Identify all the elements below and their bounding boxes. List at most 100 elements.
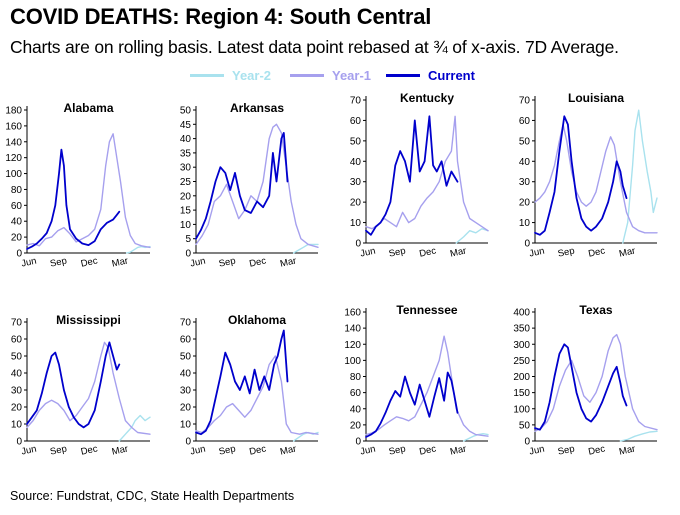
source-note: Source: Fundstrat, CDC, State Health Dep… (10, 489, 295, 503)
y-tick-label: 60 (350, 388, 362, 399)
y-tick-label: 40 (11, 217, 23, 228)
x-tick-label: Jun (359, 246, 376, 260)
y-tick-label: 50 (180, 106, 192, 117)
y-tick-label: 40 (11, 369, 23, 380)
y-tick-label: 10 (11, 420, 23, 431)
y-tick-label: 10 (180, 220, 192, 231)
chart-title: Alabama (63, 101, 113, 115)
y-tick-label: 50 (519, 420, 531, 431)
series-line-current (195, 131, 289, 240)
y-tick-label: 5 (185, 234, 191, 245)
legend-swatch (386, 73, 420, 77)
y-tick-label: 200 (513, 372, 530, 383)
page-title: COVID DEATHS: Region 4: South Central (10, 4, 432, 29)
series-line-current (365, 115, 459, 236)
legend-swatch (290, 73, 324, 77)
y-tick-label: 50 (519, 136, 531, 147)
series-line-year-2 (619, 430, 658, 442)
y-tick-label: 50 (180, 352, 192, 363)
chart-arkansas: Arkansas 0 5 10 15 20 25 30 35 40 45 50 Jun Sep Dec Mar (180, 101, 319, 270)
chart-title: Tennessee (396, 303, 457, 317)
y-tick-label: 15 (180, 206, 192, 217)
chart-title: Oklahoma (228, 313, 286, 327)
y-tick-label: 60 (519, 116, 531, 127)
x-tick-label: Dec (80, 255, 99, 269)
chart-alabama: Alabama 0 20 40 60 80 100 120 140 160 180 Jun Sep Dec… (5, 101, 151, 270)
x-tick-label: Mar (279, 255, 297, 269)
x-tick-label: Sep (388, 245, 407, 259)
y-tick-label: 100 (513, 404, 530, 415)
x-tick-label: Mar (449, 443, 467, 457)
y-tick-label: 70 (519, 96, 531, 107)
chart-mississippi: Mississippi 0 10 20 30 40 50 60 70 Jun Sep Dec Mar (11, 313, 151, 458)
y-tick-label: 120 (344, 340, 361, 351)
x-tick-label: Jun (359, 444, 376, 458)
y-tick-label: 120 (5, 153, 22, 164)
x-tick-label: Jun (189, 444, 206, 458)
y-tick-label: 30 (180, 163, 192, 174)
legend-item-current: Current (386, 66, 475, 84)
series-line-year-1 (195, 355, 319, 435)
y-tick-label: 0 (355, 437, 361, 448)
x-tick-label: Dec (587, 443, 606, 457)
y-tick-label: 35 (180, 148, 192, 159)
x-tick-label: Sep (557, 443, 576, 457)
x-tick-label: Sep (388, 443, 407, 457)
y-tick-label: 250 (513, 356, 530, 367)
series-line-year-1 (26, 133, 151, 249)
series-line-year-1 (534, 333, 658, 432)
y-tick-label: 70 (11, 318, 23, 329)
y-tick-label: 25 (180, 177, 192, 188)
chart-title: Mississippi (56, 313, 121, 327)
y-tick-label: 80 (11, 185, 23, 196)
x-tick-label: Sep (49, 443, 68, 457)
y-tick-label: 100 (344, 356, 361, 367)
y-tick-label: 180 (5, 106, 22, 117)
series-line-current (534, 343, 628, 431)
y-tick-label: 30 (519, 177, 531, 188)
y-tick-label: 0 (524, 239, 530, 250)
y-tick-label: 40 (350, 157, 362, 168)
y-tick-label: 30 (350, 177, 362, 188)
y-tick-label: 20 (350, 420, 362, 431)
y-tick-label: 60 (11, 335, 23, 346)
y-tick-label: 10 (180, 420, 192, 431)
chart-title: Arkansas (230, 101, 284, 115)
legend-label: Year-2 (232, 67, 272, 83)
y-tick-label: 300 (513, 340, 530, 351)
y-tick-label: 40 (519, 157, 531, 168)
x-tick-label: Jun (528, 246, 545, 260)
y-tick-label: 160 (5, 121, 22, 132)
series-line-year-2 (125, 245, 151, 254)
series-line-year-2 (118, 414, 151, 442)
series-line-year-2 (462, 433, 489, 442)
x-tick-label: Jun (528, 444, 545, 458)
chart-louisiana: Louisiana 0 10 20 30 40 50 60 70 Jun Sep Dec Mar (519, 91, 658, 260)
y-tick-label: 60 (350, 116, 362, 127)
series-line-year-1 (26, 341, 151, 435)
series-line-current (26, 148, 121, 250)
page-subtitle: Charts are on rolling basis. Latest data… (10, 37, 619, 57)
series-line-current (26, 341, 121, 429)
y-tick-label: 30 (180, 386, 192, 397)
y-tick-label: 60 (180, 335, 192, 346)
series-line-current (365, 371, 459, 438)
x-tick-label: Dec (587, 245, 606, 259)
x-tick-label: Sep (218, 255, 237, 269)
x-tick-label: Jun (189, 256, 206, 270)
x-tick-label: Dec (248, 255, 267, 269)
y-tick-label: 40 (180, 134, 192, 145)
x-tick-label: Jun (20, 444, 37, 458)
x-tick-label: Dec (418, 245, 437, 259)
legend-label: Year-1 (332, 67, 372, 83)
chart-title: Texas (579, 303, 612, 317)
y-tick-label: 60 (11, 201, 23, 212)
series-line-year-2 (622, 109, 658, 244)
y-tick-label: 80 (350, 372, 362, 383)
y-tick-label: 150 (513, 388, 530, 399)
y-tick-label: 140 (5, 137, 22, 148)
y-tick-label: 70 (180, 318, 192, 329)
y-tick-label: 45 (180, 120, 192, 131)
x-tick-label: Mar (449, 245, 467, 259)
